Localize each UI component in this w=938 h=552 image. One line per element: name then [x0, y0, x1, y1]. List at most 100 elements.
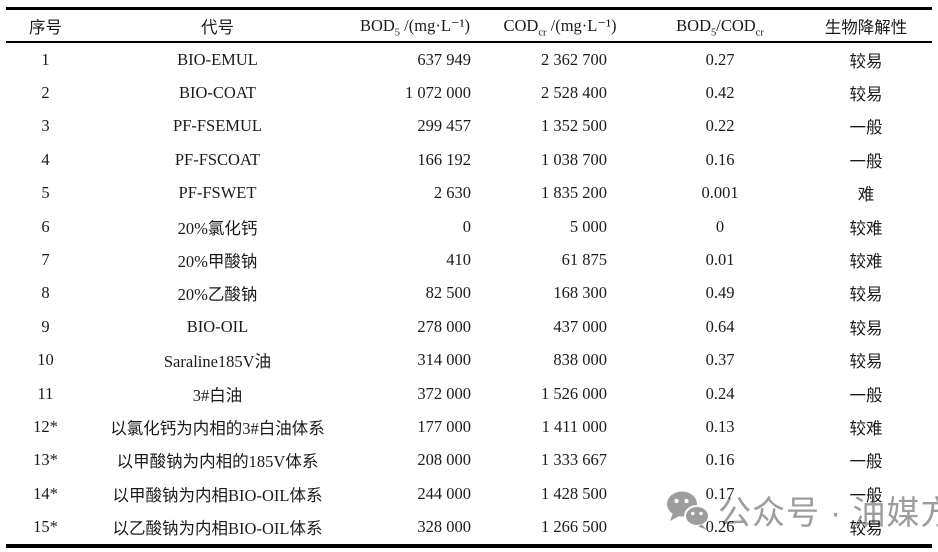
- sample-code: 20%乙酸钠: [177, 285, 258, 305]
- bod-cod-ratio-value: 0.13: [705, 416, 735, 436]
- cod-unit: /(mg·L⁻¹): [546, 15, 617, 35]
- sample-code: PF-FSEMUL: [173, 116, 262, 136]
- row-serial-number: 9: [41, 316, 50, 336]
- bod-value: 637 949: [417, 49, 471, 69]
- bod-value: 372 000: [417, 383, 471, 403]
- bod-cod-ratio-value: 0.16: [705, 450, 735, 470]
- biodegradability-value: 较难: [849, 252, 883, 272]
- cod-label: COD: [503, 15, 539, 35]
- bod-cod-ratio-value: 0.37: [705, 350, 735, 370]
- row-serial-number: 6: [41, 216, 50, 236]
- cod-value: 5 000: [569, 216, 607, 236]
- cod-value: 1 352 500: [541, 116, 607, 136]
- cod-value: 1 835 200: [541, 183, 607, 203]
- bod-cod-ratio-value: 0.27: [705, 49, 735, 69]
- biodegradability-value: 一般: [849, 385, 883, 405]
- sample-code: Saraline185V油: [163, 352, 272, 372]
- cod-value: 1 333 667: [541, 450, 607, 470]
- table-row: 13* 以甲酸钠为内相的185V体系 208 000 1 333 667 0.1…: [6, 444, 932, 477]
- bod-value: 244 000: [417, 483, 471, 503]
- row-serial-number: 13*: [33, 450, 58, 470]
- table-row: 10 Saraline185V油 314 000 838 000 0.37 较易: [6, 344, 932, 377]
- column-header-biodegradability: 生物降解性: [800, 8, 932, 43]
- bod-cod-ratio-value: 0.22: [705, 116, 735, 136]
- row-serial-number: 1: [41, 49, 50, 69]
- cod-value: 1 526 000: [541, 383, 607, 403]
- bod-cod-ratio-value: 0.01: [705, 250, 735, 270]
- sample-code: PF-FSCOAT: [174, 149, 261, 169]
- bod-cod-ratio-value: 0: [715, 216, 725, 236]
- ratio-bod-label: BOD: [676, 15, 711, 35]
- bod-cod-ratio-value: 0.49: [705, 283, 735, 303]
- table-row: 3 PF-FSEMUL 299 457 1 352 500 0.22 一般: [6, 110, 932, 143]
- table-row: 15* 以乙酸钠为内相BIO-OIL体系 328 000 1 266 500 0…: [6, 510, 932, 545]
- bod-cod-ratio-value: 0.42: [705, 83, 735, 103]
- table-row: 7 20%甲酸钠 410 61 875 0.01 较难: [6, 243, 932, 276]
- biodegradability-value: 难: [857, 185, 875, 205]
- cod-value: 838 000: [553, 350, 607, 370]
- sample-code: BIO-COAT: [179, 83, 256, 103]
- sample-code: 3#白油: [192, 385, 243, 405]
- table-header: 序号 代号 BOD5 /(mg·L⁻¹) CODcr /(mg·L⁻¹) BOD…: [6, 8, 932, 43]
- table-row: 5 PF-FSWET 2 630 1 835 200 0.001 难: [6, 177, 932, 210]
- table-body: 1 BIO-EMUL 637 949 2 362 700 0.27 较易 2 B…: [6, 42, 932, 546]
- bod-value: 299 457: [417, 116, 471, 136]
- row-serial-number: 11: [37, 383, 54, 403]
- row-serial-number: 7: [41, 250, 50, 270]
- sample-code: 以氯化钙为内相的3#白油体系: [110, 418, 325, 438]
- cod-value: 2 528 400: [541, 83, 607, 103]
- biodegradability-value: 较易: [849, 85, 883, 105]
- table-row: 8 20%乙酸钠 82 500 168 300 0.49 较易: [6, 277, 932, 310]
- bod-cod-ratio-value: 0.16: [705, 149, 735, 169]
- bod-label: BOD: [359, 15, 395, 35]
- bod-cod-ratio-value: 0.24: [705, 383, 735, 403]
- bod-value: 208 000: [417, 450, 471, 470]
- row-serial-number: 2: [41, 83, 50, 103]
- sample-code: BIO-EMUL: [177, 49, 258, 69]
- table-row: 12* 以氯化钙为内相的3#白油体系 177 000 1 411 000 0.1…: [6, 410, 932, 443]
- column-header-serial: 序号: [6, 8, 85, 43]
- table-row: 4 PF-FSCOAT 166 192 1 038 700 0.16 一般: [6, 143, 932, 176]
- sample-code: 20%甲酸钠: [177, 252, 258, 272]
- column-header-ratio: BOD5/CODcr: [640, 8, 800, 43]
- cod-value: 437 000: [553, 316, 607, 336]
- table-row: 11 3#白油 372 000 1 526 000 0.24 一般: [6, 377, 932, 410]
- sample-code: 以甲酸钠为内相BIO-OIL体系: [112, 485, 323, 505]
- row-serial-number: 15*: [33, 517, 58, 537]
- column-header-bod: BOD5 /(mg·L⁻¹): [350, 8, 480, 43]
- bod-value: 82 500: [425, 283, 471, 303]
- bod-subscript: 5: [394, 26, 401, 38]
- cod-value: 1 428 500: [541, 483, 607, 503]
- bod-cod-ratio-value: 0.64: [705, 316, 735, 336]
- bod-value: 1 072 000: [405, 83, 471, 103]
- biodegradability-value: 一般: [849, 452, 883, 472]
- bod-cod-ratio-value: 0.001: [701, 183, 739, 203]
- row-serial-number: 14*: [33, 483, 58, 503]
- ratio-cod-subscript: cr: [755, 26, 764, 38]
- cod-value: 61 875: [561, 250, 607, 270]
- sample-code: 以乙酸钠为内相BIO-OIL体系: [112, 519, 323, 539]
- bod-value: 278 000: [417, 316, 471, 336]
- cod-value: 168 300: [553, 283, 607, 303]
- biodegradability-value: 较难: [849, 418, 883, 438]
- biodegradability-table: 序号 代号 BOD5 /(mg·L⁻¹) CODcr /(mg·L⁻¹) BOD…: [6, 7, 932, 548]
- row-serial-number: 4: [41, 149, 50, 169]
- ratio-bod-subscript: 5: [711, 26, 717, 38]
- bod-value: 410: [446, 250, 471, 270]
- biodegradability-value: 一般: [849, 118, 883, 138]
- header-row: 序号 代号 BOD5 /(mg·L⁻¹) CODcr /(mg·L⁻¹) BOD…: [6, 8, 932, 43]
- table-row: 6 20%氯化钙 0 5 000 0 较难: [6, 210, 932, 243]
- column-header-cod: CODcr /(mg·L⁻¹): [480, 8, 640, 43]
- biodegradability-value: 较易: [849, 51, 883, 71]
- sample-code: PF-FSWET: [178, 183, 257, 203]
- sample-code: 以甲酸钠为内相的185V体系: [116, 452, 319, 472]
- biodegradability-value: 较易: [849, 519, 883, 539]
- bod-unit: /(mg·L⁻¹): [400, 15, 471, 35]
- sample-code: 20%氯化钙: [177, 218, 258, 238]
- biodegradability-value: 较易: [849, 352, 883, 372]
- ratio-cod-label: /COD: [716, 15, 756, 35]
- cod-value: 1 266 500: [541, 517, 607, 537]
- biodegradability-value: 一般: [849, 151, 883, 171]
- bod-value: 166 192: [417, 149, 471, 169]
